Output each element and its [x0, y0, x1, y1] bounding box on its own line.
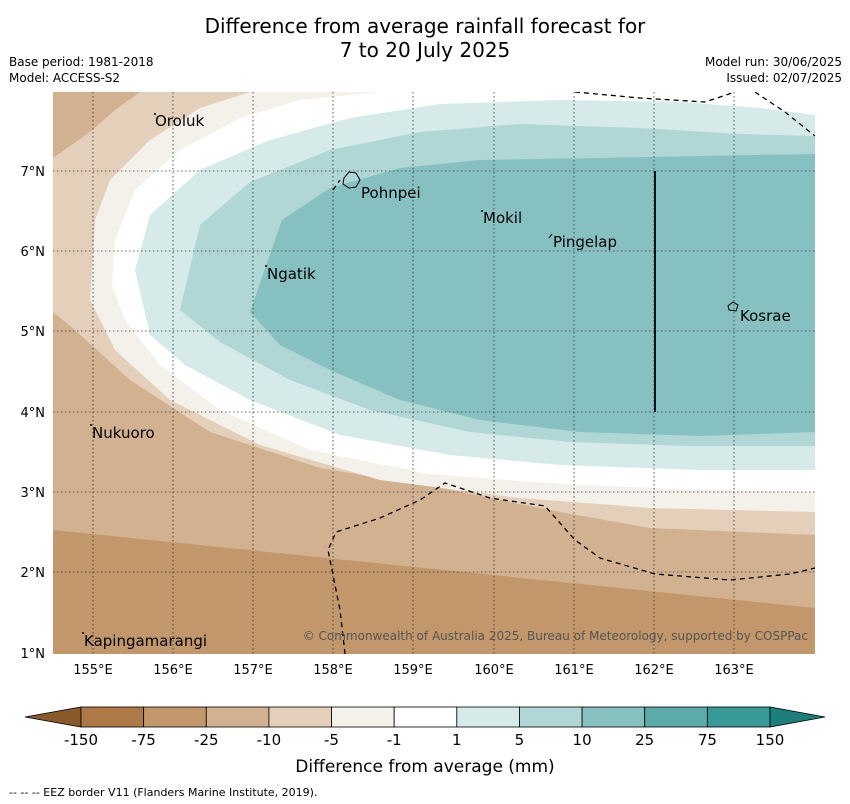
contour-wet-10: [250, 154, 815, 436]
lon-label-156: 156°E: [153, 663, 193, 678]
place-label-kapingamarangi: Kapingamarangi: [84, 632, 207, 650]
pingelap-marker: [548, 233, 553, 239]
colorbar-tick-label: -1: [387, 731, 402, 749]
colorbar-swatch: [393, 706, 458, 728]
colorbar-tick-label: 1: [452, 731, 462, 749]
colorbar-swatch: [706, 706, 771, 728]
colorbar-swatch: [268, 706, 332, 728]
colorbar-swatch: [581, 706, 646, 728]
colorbar-tick-label: -150: [64, 731, 98, 749]
lon-label-155: 155°E: [73, 663, 113, 678]
colorbar-extend-low: [24, 706, 82, 728]
ngatik-marker: [265, 265, 267, 267]
colorbar-tick-label: -25: [194, 731, 219, 749]
colorbar-swatch: [644, 706, 708, 728]
oroluk-marker: [154, 113, 156, 115]
meta-right: Model run: 30/06/2025 Issued: 02/07/2025: [705, 54, 842, 86]
colorbar: [24, 706, 826, 728]
place-label-pingelap: Pingelap: [553, 233, 617, 251]
title-line-2: 7 to 20 July 2025: [339, 38, 511, 62]
mokil-marker: [481, 210, 483, 212]
lon-label-159: 159°E: [393, 663, 433, 678]
colorbar-swatch: [519, 706, 583, 728]
lon-label-160: 160°E: [474, 663, 514, 678]
lat-label-6: 6°N: [21, 245, 46, 260]
lat-label-2: 2°N: [21, 566, 46, 581]
pohnpei-island-shape: [342, 171, 361, 189]
colorbar-tick-label: -5: [324, 731, 339, 749]
lat-label-1: 1°N: [21, 647, 46, 662]
colorbar-swatch: [143, 706, 207, 728]
map-title: Difference from average rainfall forecas…: [0, 14, 850, 62]
map-area: Oroluk Pohnpei Mokil Pingelap Ngatik Kos…: [53, 92, 815, 654]
colorbar-tick-label: 75: [698, 731, 717, 749]
lon-label-158: 158°E: [313, 663, 353, 678]
place-label-ngatik: Ngatik: [267, 265, 316, 283]
lon-label-157: 157°E: [233, 663, 273, 678]
place-label-kosrae: Kosrae: [740, 307, 791, 325]
lon-label-163: 163°E: [714, 663, 754, 678]
colorbar-tick-label: 25: [635, 731, 654, 749]
model-run-text: Model run: 30/06/2025: [704, 55, 842, 69]
colorbar-swatch: [80, 706, 145, 728]
colorbar-tick-label: 5: [515, 731, 525, 749]
nukuoro-marker: [90, 424, 92, 426]
eez-footnote: -- -- -- EEZ border V11 (Flanders Marine…: [9, 786, 318, 799]
colorbar-swatch: [205, 706, 270, 728]
colorbar-tick-labels: -150 -75 -25 -10 -5 -1 1 5 10 25 75 150: [64, 731, 784, 749]
latitude-labels: 7°N 6°N 5°N 4°N 3°N 2°N 1°N: [21, 165, 46, 662]
colorbar-tick-label: -10: [257, 731, 282, 749]
copyright-text: © Commonwealth of Australia 2025, Bureau…: [303, 629, 808, 643]
lat-label-7: 7°N: [21, 165, 46, 180]
lat-label-4: 4°N: [21, 406, 46, 421]
colorbar-swatch: [456, 706, 520, 728]
colorbar-tick-label: -75: [131, 731, 156, 749]
place-label-oroluk: Oroluk: [155, 112, 204, 130]
place-labels: Oroluk Pohnpei Mokil Pingelap Ngatik Kos…: [84, 112, 791, 650]
lon-label-161: 161°E: [554, 663, 594, 678]
lon-label-162: 162°E: [634, 663, 674, 678]
title-line-1: Difference from average rainfall forecas…: [204, 14, 646, 38]
meta-left: Base period: 1981-2018 Model: ACCESS-S2: [9, 54, 154, 86]
colorbar-tick-label: 150: [756, 731, 785, 749]
place-label-mokil: Mokil: [483, 209, 522, 227]
colorbar-tick-label: 10: [573, 731, 592, 749]
lat-label-3: 3°N: [21, 486, 46, 501]
issued-text: Issued: 02/07/2025: [726, 71, 842, 85]
kapingamarangi-marker: [82, 632, 84, 634]
kosrae-island-shape: [727, 301, 739, 312]
colorbar-swatch: [331, 706, 395, 728]
base-period-text: Base period: 1981-2018: [9, 55, 154, 69]
longitude-labels: 155°E 156°E 157°E 158°E 159°E 160°E 161°…: [73, 663, 754, 678]
place-label-nukuoro: Nukuoro: [92, 424, 155, 442]
lat-label-5: 5°N: [21, 325, 46, 340]
place-label-pohnpei: Pohnpei: [361, 184, 421, 202]
model-text: Model: ACCESS-S2: [9, 71, 121, 85]
colorbar-label: Difference from average (mm): [295, 757, 554, 777]
colorbar-extend-high: [769, 706, 826, 728]
graticule: [53, 92, 815, 654]
eez-border: [327, 92, 815, 654]
